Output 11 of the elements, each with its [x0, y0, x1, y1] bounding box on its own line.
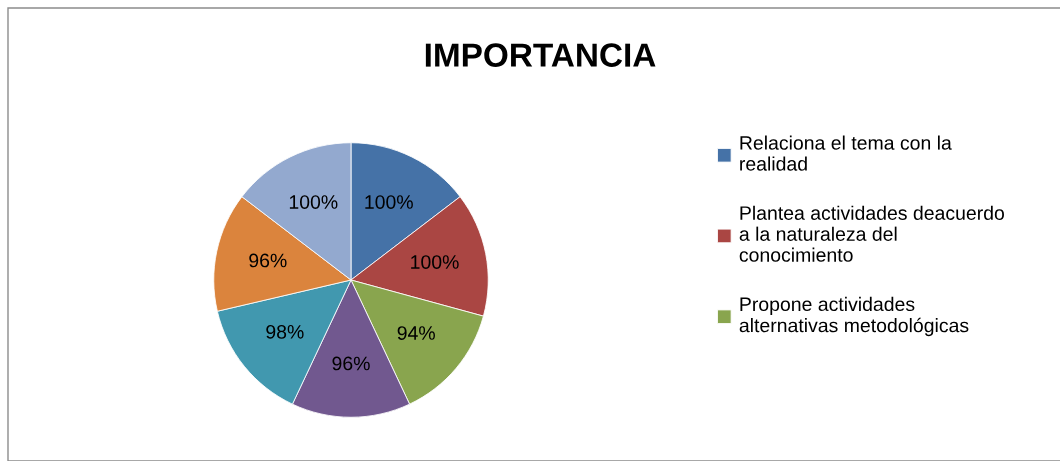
legend-label: Relaciona el tema con la realidad: [740, 135, 952, 171]
legend-label: Propone actividades alternativas metodológicas: [739, 296, 969, 337]
data-label: 100%: [411, 255, 459, 269]
data-label: 96%: [249, 253, 287, 268]
data-label: 100%: [289, 195, 338, 209]
data-label: 100%: [365, 195, 413, 209]
chart-title: IMPORTANCIA: [425, 43, 656, 67]
legend-label: Plantea actividades deacuerdo a la naturaleza del conocimiento: [739, 205, 1004, 262]
data-label: 94%: [397, 326, 435, 340]
data-label: 96%: [332, 356, 370, 371]
data-label: 98%: [266, 324, 304, 339]
